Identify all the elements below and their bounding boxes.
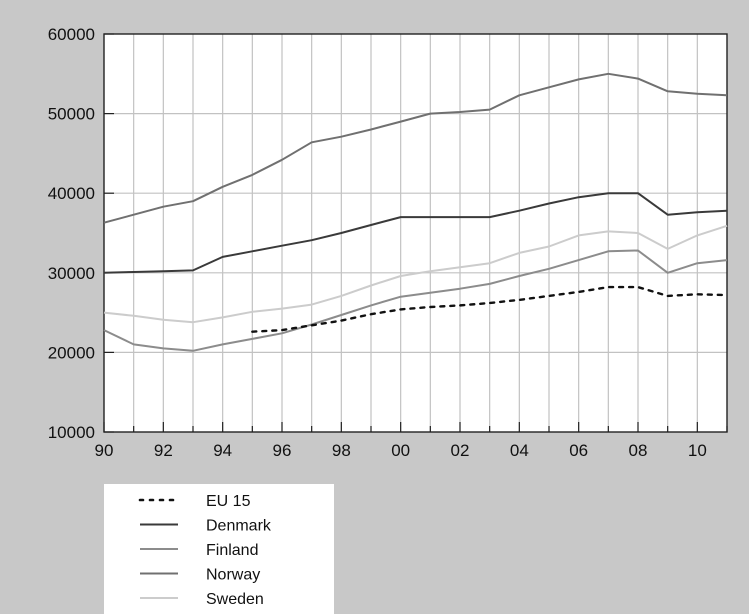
x-tick-label: 06 — [569, 441, 588, 460]
axes: 10000 20000 30000 40000 50000 60000 90 92 94 96 98… — [48, 25, 728, 460]
y-tick-label: 30000 — [48, 264, 95, 283]
x-tick-label: 02 — [451, 441, 470, 460]
y-tick-label: 40000 — [48, 184, 95, 203]
x-tick-label: 92 — [154, 441, 173, 460]
series-line-eu-15 — [251, 285, 729, 333]
y-tick-label: 10000 — [48, 423, 95, 442]
x-tick-label: 94 — [213, 441, 232, 460]
x-tick-label: 96 — [273, 441, 292, 460]
x-tick-label: 10 — [688, 441, 707, 460]
y-tick-label: 20000 — [48, 343, 95, 362]
y-tick-label: 50000 — [48, 105, 95, 124]
series-line-finland — [103, 249, 728, 352]
x-tick-label: 08 — [629, 441, 648, 460]
legend-label-eu-15: EU 15 — [206, 493, 251, 510]
x-tick-label: 98 — [332, 441, 351, 460]
x-tick-label: 90 — [95, 441, 114, 460]
plot-frame — [103, 33, 728, 433]
x-tick-label: 04 — [510, 441, 529, 460]
series-line-denmark — [103, 192, 728, 274]
series-line-norway — [103, 72, 728, 224]
legend-label-norway: Norway — [206, 567, 260, 584]
series-line-sweden — [103, 224, 728, 324]
legend-label-finland: Finland — [206, 542, 258, 559]
legend-label-sweden: Sweden — [206, 591, 264, 608]
legend: EU 15 Denmark Finland Norway Sweden — [104, 484, 334, 614]
series-lines — [103, 72, 729, 352]
y-tick-label: 60000 — [48, 25, 95, 44]
legend-label-denmark: Denmark — [206, 518, 272, 535]
x-tick-label: 00 — [391, 441, 410, 460]
